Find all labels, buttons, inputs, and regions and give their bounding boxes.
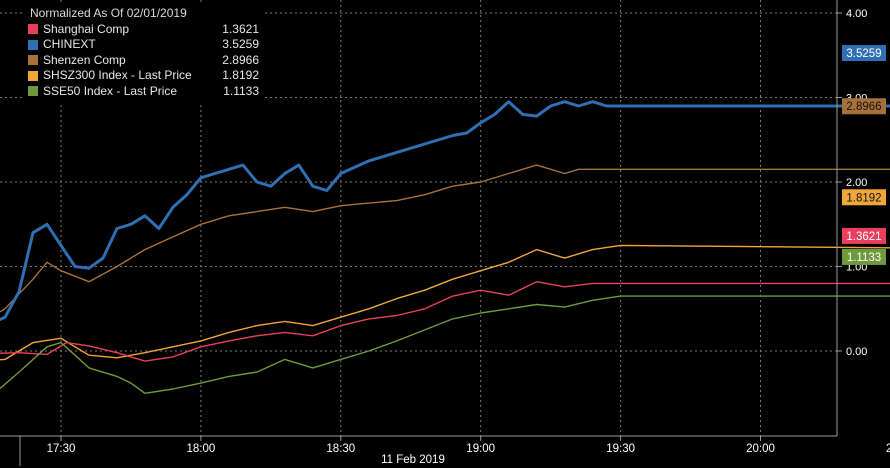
last-value-badge [842, 45, 886, 62]
series-line-shanghai-comp [0, 281, 890, 362]
last-value-badges: 1.3621 3.5259 2.8966 1.8192 1.1133 [842, 45, 886, 265]
x-tick-label: 18:00 [187, 443, 216, 455]
legend-item-shsz300: SHSZ300 Index - Last Price 1.8192 [28, 68, 259, 84]
x-axis-date-label: 11 Feb 2019 [381, 454, 445, 466]
legend-swatch-shsz300 [28, 70, 38, 81]
x-tick-label: 19:00 [466, 443, 495, 455]
legend-item-chinext: CHINEXT 3.5259 [28, 37, 259, 53]
legend-swatch-chinext [28, 39, 38, 50]
y-tick-label: 2.00 [846, 177, 867, 189]
x-tick-labels: 17:3018:0018:3019:0019:3020:0020:3021:00… [47, 443, 890, 455]
last-value-badge [842, 227, 886, 244]
last-value-badge-text: 3.5259 [846, 48, 881, 60]
last-value-badge [842, 189, 886, 206]
legend-swatch-shanghai-comp [28, 24, 38, 35]
legend-label: SSE50 Index - Last Price [43, 83, 178, 98]
chart-legend: Normalized As Of 02/01/2019 Shanghai Com… [22, 4, 263, 102]
legend-swatch-shenzen-comp [28, 55, 38, 66]
x-tick-label: 17:30 [47, 443, 76, 455]
last-value-badge [842, 248, 886, 265]
legend-value: 1.3621 [222, 21, 259, 36]
series-line-shsz300-index-last-price [0, 244, 890, 361]
x-tick-label: 18:30 [326, 443, 355, 455]
last-value-badge-text: 1.8192 [846, 192, 881, 204]
last-value-badge [842, 98, 886, 115]
last-value-badge-text: 1.3621 [846, 231, 881, 243]
legend-item-shenzen-comp: Shenzen Comp 2.8966 [28, 53, 259, 69]
legend-label: CHINEXT [43, 37, 96, 51]
legend-label: Shanghai Comp [43, 21, 130, 36]
chart-title: Normalized As Of 02/01/2019 [30, 6, 187, 20]
y-tick-label: 4.00 [846, 8, 867, 20]
legend-swatch-sse50 [28, 86, 38, 97]
legend-item-shanghai-comp: Shanghai Comp 1.3621 [28, 22, 259, 38]
legend-value: 3.5259 [222, 37, 259, 51]
last-value-badge-text: 2.8966 [846, 101, 881, 113]
legend-item-sse50: SSE50 Index - Last Price 1.1133 [28, 84, 259, 100]
legend-value: 2.8966 [222, 52, 259, 67]
last-value-badge-text: 1.1133 [847, 252, 881, 264]
legend-label: Shenzen Comp [43, 52, 126, 67]
grid-lines [0, 0, 842, 441]
series-lines [0, 100, 890, 394]
x-tick-label: 20:30 [886, 443, 890, 455]
y-tick-label: 0.00 [846, 346, 867, 358]
legend-value: 1.1133 [223, 83, 259, 98]
series-line-sse50-index-last-price [0, 295, 890, 394]
legend-label: SHSZ300 Index - Last Price [43, 68, 192, 82]
series-line-shenzen-comp [0, 164, 890, 313]
x-tick-label: 19:30 [606, 443, 635, 455]
series-line-chinext [0, 100, 890, 322]
x-tick-label: 20:00 [746, 443, 775, 455]
legend-value: 1.8192 [222, 68, 259, 82]
